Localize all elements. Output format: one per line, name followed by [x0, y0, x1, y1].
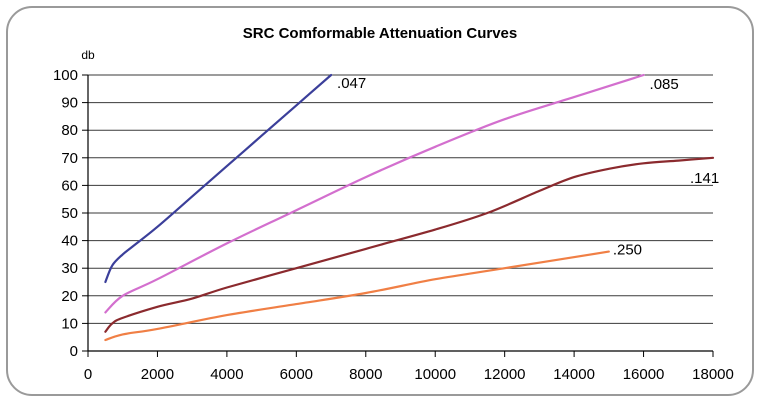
series-label: .250	[613, 242, 642, 259]
chart-frame	[6, 6, 754, 396]
x-tick-label: 4000	[210, 366, 243, 383]
x-tick-label: 2000	[141, 366, 174, 383]
series-lines	[104, 73, 715, 342]
y-tick-label: 30	[61, 260, 78, 277]
series-label: .141	[690, 170, 719, 187]
x-tick-label: 12000	[484, 366, 526, 383]
y-tick-label: 80	[61, 122, 78, 139]
series-labels: .047 .085 .141 .250	[337, 75, 719, 259]
x-tick-label: 16000	[623, 366, 665, 383]
y-tick-label: 100	[53, 67, 78, 84]
series-label: .085	[650, 76, 679, 93]
x-tick-label: 8000	[349, 366, 382, 383]
y-tick-label: 50	[61, 205, 78, 222]
y-tick-label: 10	[61, 315, 78, 332]
x-tick-label: 18000	[692, 366, 734, 383]
x-tick-label: 0	[84, 366, 92, 383]
series-label: .047	[337, 75, 366, 92]
x-tick-label: 14000	[553, 366, 595, 383]
y-tick-label: 0	[70, 343, 78, 360]
y-tick-label: 90	[61, 95, 78, 112]
chart-title: SRC Comformable Attenuation Curves	[243, 25, 517, 42]
y-tick-label: 40	[61, 233, 78, 250]
x-tick-label: 6000	[280, 366, 313, 383]
y-tick-label: 70	[61, 150, 78, 167]
x-axis-ticks: 0 2000 4000 6000 8000 10000 12000 14000 16000 180…	[84, 351, 734, 383]
y-tick-label: 60	[61, 177, 78, 194]
x-tick-label: 10000	[414, 366, 456, 383]
series-line-4	[104, 250, 610, 342]
series-line-3	[104, 156, 715, 333]
series-line-1	[104, 73, 333, 284]
y-axis-unit-label: db	[81, 48, 95, 62]
series-line-2	[104, 73, 645, 314]
y-axis-ticks: 0 10 20 30 40 50 60 70 80 90 100	[53, 67, 88, 360]
y-tick-label: 20	[61, 288, 78, 305]
grid-lines	[88, 74, 713, 324]
